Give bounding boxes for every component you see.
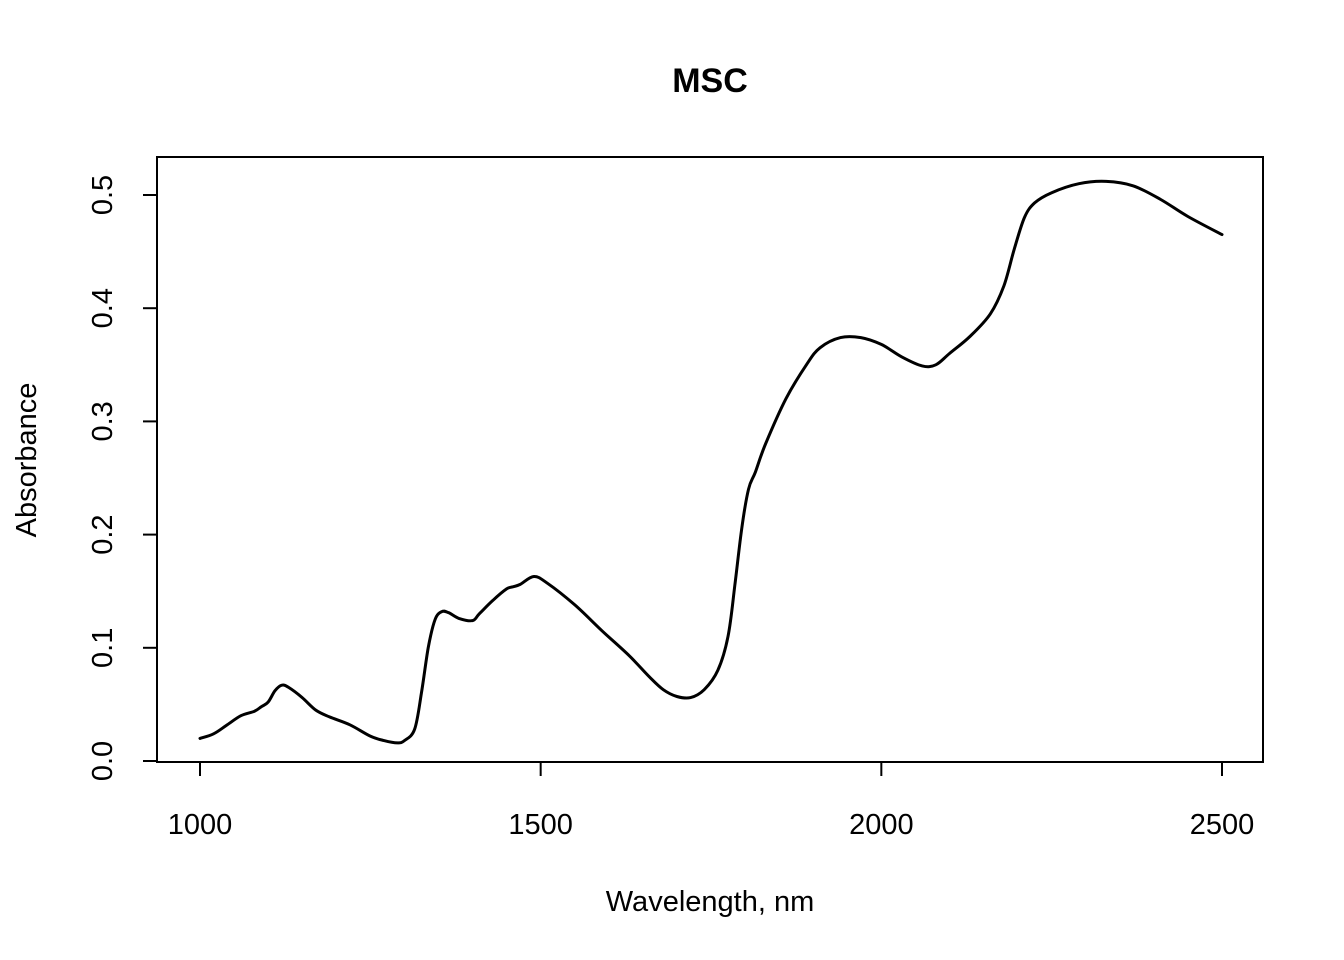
x-tick-label: 1500 [508, 809, 573, 841]
y-axis-label: Absorbance [11, 383, 43, 538]
x-tick-label: 2500 [1190, 809, 1255, 841]
y-tick-label: 0.1 [87, 628, 119, 668]
plot-frame [156, 156, 1264, 763]
series-line [198, 179, 1224, 745]
y-axis: 0.0 0.1 0.2 0.3 0.4 0.5 [87, 175, 158, 781]
y-tick-label: 0.5 [87, 175, 119, 215]
y-tick-label: 0.0 [87, 741, 119, 781]
y-tick-label: 0.2 [87, 514, 119, 554]
y-tick-label: 0.4 [87, 288, 119, 328]
x-tick-label: 1000 [168, 809, 233, 841]
x-axis: 1000 1500 2000 2500 [168, 761, 1255, 841]
chart-title: MSC [672, 62, 748, 100]
x-axis-label: Wavelength, nm [606, 886, 814, 918]
y-tick-label: 0.3 [87, 401, 119, 441]
x-tick-label: 2000 [849, 809, 914, 841]
